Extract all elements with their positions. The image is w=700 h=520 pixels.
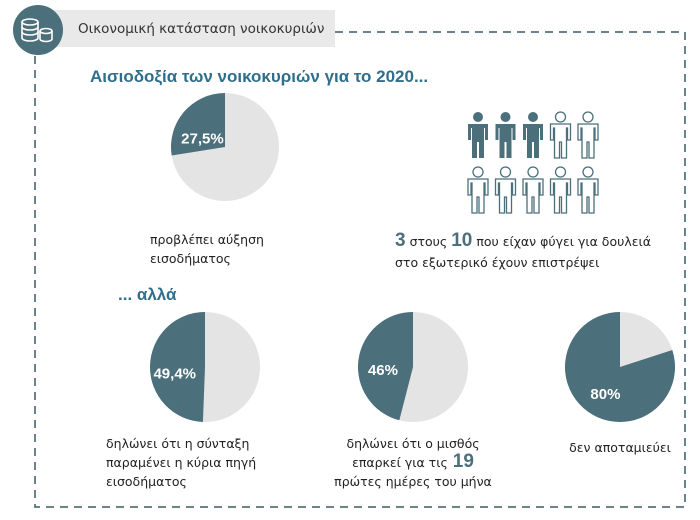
caption-text: δεν αποταμιεύει xyxy=(569,440,671,455)
person-head xyxy=(554,111,567,123)
person-body xyxy=(577,178,599,214)
text: στους xyxy=(410,234,448,249)
person xyxy=(577,166,599,214)
person xyxy=(467,166,489,214)
pie-slice xyxy=(564,311,675,422)
pictogram xyxy=(467,111,599,214)
person-body xyxy=(523,124,543,158)
caption-text: δηλώνει ότι η σύνταξη xyxy=(106,436,249,451)
text: που είχαν φύγει για δουλειά xyxy=(476,234,651,249)
caption-number: 19 xyxy=(453,451,474,472)
frame xyxy=(34,31,686,508)
person-body xyxy=(495,124,516,158)
person-body xyxy=(577,123,599,159)
person xyxy=(549,111,572,159)
coins-icon xyxy=(21,18,53,43)
person-head xyxy=(473,112,483,122)
person-head xyxy=(499,166,512,178)
caption-text: προβλέπει αύξηση xyxy=(150,232,264,247)
person xyxy=(494,166,517,214)
caption-line: παραμένει η κύρια πηγή xyxy=(106,455,256,470)
slice-label: 49,4% xyxy=(153,365,196,382)
subheadline: ... αλλά xyxy=(118,285,177,304)
caption-line: δεν αποταμιεύει xyxy=(569,440,671,455)
pictogram-line1: 3 στους 10 που είχαν φύγει για δουλειά xyxy=(395,230,651,251)
person-head xyxy=(582,111,594,123)
person-body xyxy=(468,124,488,158)
person-head xyxy=(527,166,539,178)
headline: Αισιοδοξία των νοικοκυριών για το 2020..… xyxy=(90,67,428,86)
person-body xyxy=(494,178,517,214)
caption-line: προβλέπει αύξηση xyxy=(150,232,264,247)
caption-text: πρώτες ημέρες του μήνα xyxy=(334,474,492,489)
person-head xyxy=(528,112,538,122)
header-title: Οικονομική κατάσταση νοικοκυριών xyxy=(78,21,324,37)
pie-slice xyxy=(171,93,225,156)
caption-line: εισοδήματος xyxy=(106,474,187,489)
person-body xyxy=(467,178,489,214)
person-highlighted xyxy=(468,112,488,158)
person-head xyxy=(500,112,511,122)
caption-line: δηλώνει ότι η σύνταξη xyxy=(106,436,249,451)
pie-slice xyxy=(358,312,413,421)
caption-line: πρώτες ημέρες του μήνα xyxy=(334,474,492,489)
caption-line: επαρκεί για τις 19 xyxy=(352,451,474,472)
caption-text: παραμένει η κύρια πηγή xyxy=(106,455,256,470)
person xyxy=(549,166,572,214)
person-body xyxy=(549,123,572,159)
highlighted-count: 3 xyxy=(395,230,406,251)
person-head xyxy=(554,166,567,178)
person xyxy=(522,166,544,214)
caption-line: εισοδήματος xyxy=(150,251,231,266)
caption-text: επαρκεί για τις xyxy=(352,455,448,470)
slice-label: 46% xyxy=(368,362,398,379)
pictogram-line2: στο εξωτερικό έχουν επιστρέψει xyxy=(395,255,599,270)
caption-text: δηλώνει ότι ο μισθός xyxy=(346,436,479,451)
person-head xyxy=(582,166,594,178)
header-bar xyxy=(40,10,335,47)
pie-slice xyxy=(150,312,205,422)
person-head xyxy=(472,166,484,178)
person-body xyxy=(522,178,544,214)
caption-text: εισοδήματος xyxy=(106,474,187,489)
slice-label: 80% xyxy=(590,386,620,403)
person-highlighted xyxy=(495,112,516,158)
person xyxy=(577,111,599,159)
person-body xyxy=(549,178,572,214)
slice-label: 27,5% xyxy=(181,131,224,148)
caption-line: δηλώνει ότι ο μισθός xyxy=(346,436,479,451)
total-count: 10 xyxy=(451,230,472,251)
caption-text: εισοδήματος xyxy=(150,251,231,266)
person-highlighted xyxy=(523,112,543,158)
